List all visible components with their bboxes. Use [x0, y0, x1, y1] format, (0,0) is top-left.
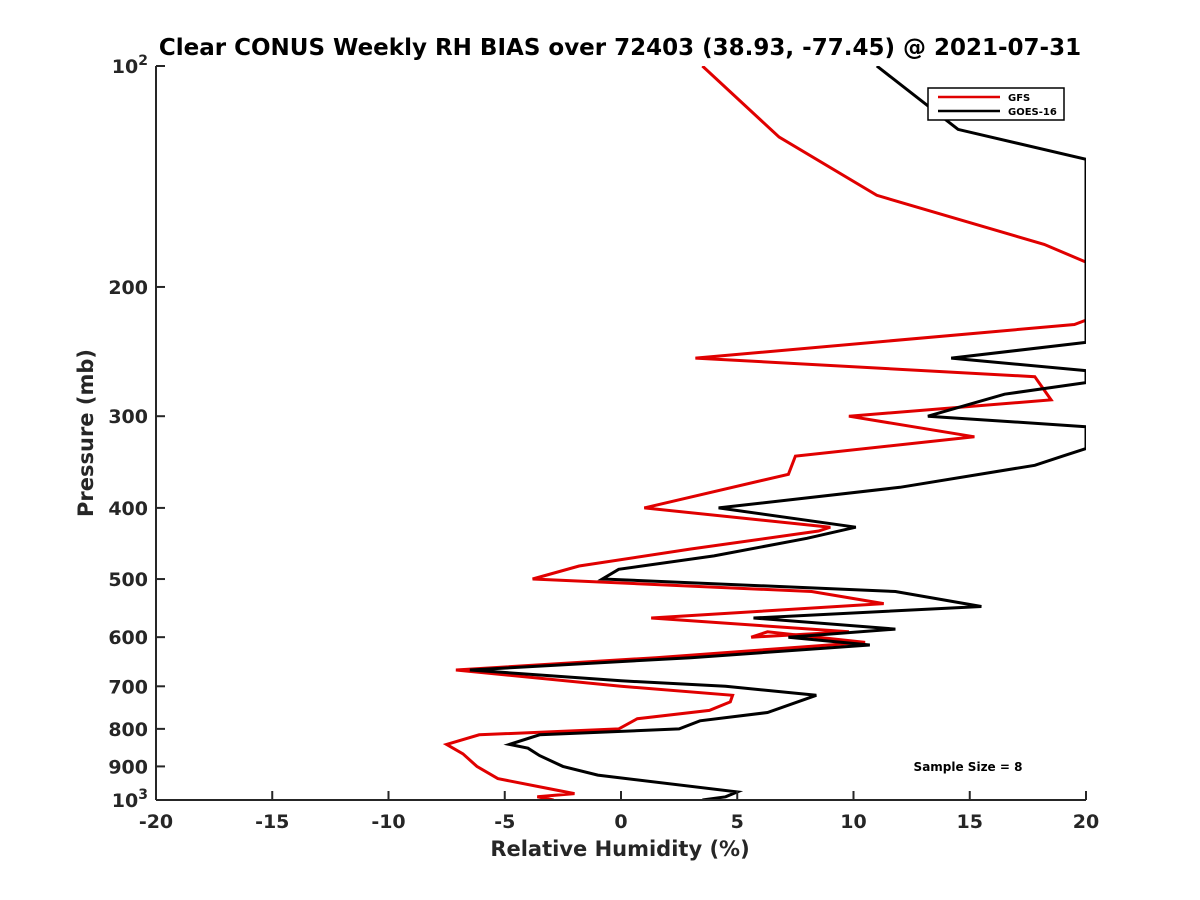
x-tick-label: 15	[957, 811, 983, 833]
y-ticks: 102 200 300 400 500 600 700 800 900 103	[108, 53, 165, 812]
y-tick-label: 900	[108, 756, 148, 778]
x-tick-label: -20	[139, 811, 173, 833]
y-tick-label: 400	[108, 498, 148, 520]
y-tick-label: 700	[108, 676, 148, 698]
legend-box	[927, 87, 1065, 121]
y-tick-label: 102	[112, 53, 148, 78]
chart-title: Clear CONUS Weekly RH BIAS over 72403 (3…	[159, 35, 1081, 61]
sample-size-annotation: Sample Size = 8	[914, 760, 1023, 774]
y-tick-label: 103	[112, 787, 148, 812]
series-line-goes16	[469, 66, 1086, 800]
x-tick-label: 20	[1073, 811, 1099, 833]
legend: GFS GOES-16	[927, 87, 1065, 121]
y-tick-label: 500	[108, 569, 148, 591]
y-tick-label: 600	[108, 627, 148, 649]
legend-label-goes16: GOES-16	[1008, 107, 1057, 118]
series-line-gfs	[442, 66, 1086, 800]
legend-label-gfs: GFS	[1008, 93, 1030, 104]
series-group	[442, 66, 1086, 800]
x-tick-label: -15	[255, 811, 289, 833]
y-tick-label: 200	[108, 277, 148, 299]
y-tick-label: 800	[108, 719, 148, 741]
x-tick-label: -10	[371, 811, 405, 833]
x-tick-label: 5	[731, 811, 744, 833]
x-tick-label: 0	[614, 811, 627, 833]
x-tick-label: 10	[840, 811, 866, 833]
y-tick-label: 300	[108, 406, 148, 428]
x-axis-title: Relative Humidity (%)	[490, 837, 749, 861]
x-ticks: -20 -15 -10 -5 0 5 10 15 20	[139, 791, 1099, 833]
x-tick-label: -5	[494, 811, 515, 833]
y-axis-title: Pressure (mb)	[74, 349, 98, 517]
